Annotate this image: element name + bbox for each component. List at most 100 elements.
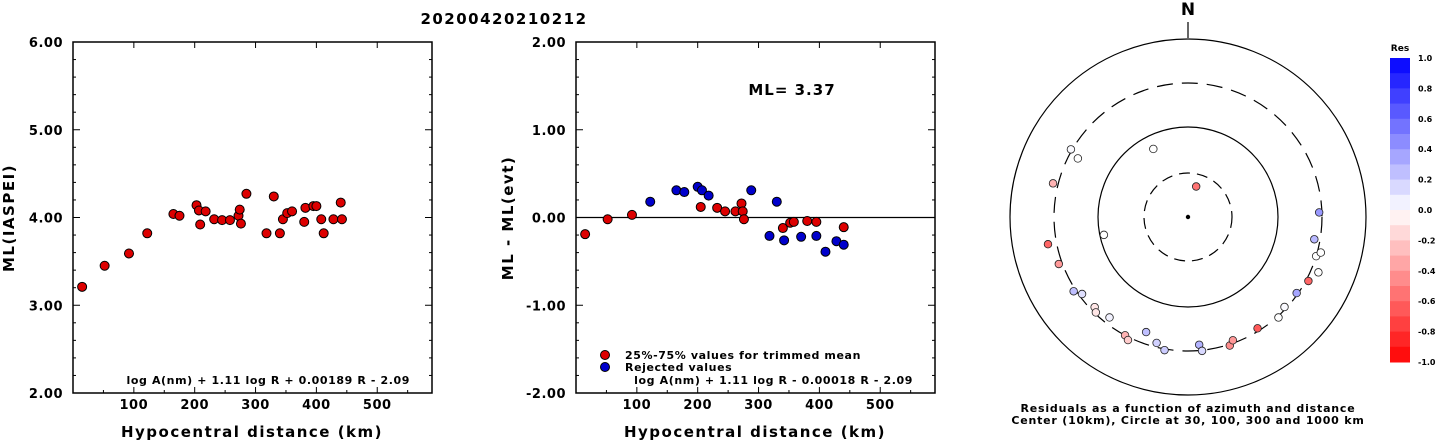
x-tick-label: 500 [363, 398, 392, 413]
colorbar-segment [1390, 286, 1410, 302]
station-marker [1091, 308, 1101, 317]
data-point [695, 201, 706, 212]
data-point [746, 185, 757, 196]
x-tick-label: 100 [120, 398, 149, 413]
colorbar-segment [1390, 346, 1410, 363]
station-marker [1310, 235, 1319, 244]
map-caption-line2: Center (10km), Circle at 30, 100, 300 an… [1011, 414, 1364, 427]
colorbar-segment [1390, 179, 1410, 196]
legend-label-trimmed: 25%-75% values for trimmed mean [625, 349, 861, 362]
colorbar-tick-label: -0.4 [1418, 267, 1436, 276]
data-point [328, 214, 339, 225]
colorbar-segment [1390, 194, 1410, 211]
station-marker [1274, 313, 1283, 322]
colorbar-segment [1390, 164, 1410, 181]
data-point [142, 228, 153, 239]
y-tick-label: 2.00 [532, 36, 566, 51]
colorbar-tick-label: -0.6 [1418, 297, 1436, 306]
x-tick-label: 400 [805, 398, 834, 413]
residual-colorbar: Res 1.0 0.8 0.6 0.4 0.2 0.0 -0.2 -0.4 -0.6 -0.8 -1… [1390, 44, 1436, 367]
ml-vs-distance-plot: log A(nm) + 1.11 log R + 0.00189 R - 2.0… [0, 36, 433, 441]
plot2-ml-annotation: ML= 3.37 [748, 81, 835, 99]
data-point [771, 196, 782, 207]
data-point [720, 206, 731, 217]
data-point [703, 190, 714, 201]
station-marker [1099, 230, 1109, 240]
plot2-legend: 25%-75% values for trimmed mean Rejected… [600, 349, 861, 374]
colorbar-segment [1390, 331, 1410, 348]
data-point [696, 185, 707, 196]
azimuth-residual-map: N Residuals as a function of azimuth and… [1009, 0, 1367, 427]
colorbar-segment [1390, 210, 1410, 226]
station-marker [1073, 154, 1083, 163]
colorbar-segment [1390, 270, 1410, 287]
data-point [796, 231, 807, 242]
data-point [299, 216, 310, 227]
map-caption-line1: Residuals as a function of azimuth and d… [1020, 402, 1355, 415]
colorbar-segment [1390, 134, 1410, 150]
data-point [764, 230, 775, 241]
station-marker [1316, 248, 1325, 257]
figure-title: 20200420210212 [420, 10, 587, 28]
colorbar-segment [1390, 240, 1410, 257]
data-point [287, 206, 298, 217]
station-marker [1054, 259, 1064, 269]
colorbar-tick-label: -0.2 [1418, 236, 1436, 245]
colorbar-tick-label: 0.0 [1418, 206, 1433, 215]
x-tick-label: 300 [744, 398, 773, 413]
circle-1000km [1009, 38, 1367, 396]
station-marker [1066, 145, 1076, 154]
data-point [626, 209, 637, 220]
colorbar-segment [1390, 88, 1410, 105]
data-point [261, 228, 272, 239]
data-point [318, 228, 329, 239]
colorbar-title: Res [1391, 44, 1409, 54]
y-tick-label: 3.00 [29, 299, 63, 314]
data-point [195, 219, 206, 230]
station-marker [1141, 327, 1151, 337]
station-marker [1228, 336, 1238, 345]
x-tick-label: 100 [623, 398, 652, 413]
legend-label-rejected: Rejected values [625, 361, 732, 374]
station-marker [1314, 208, 1324, 217]
colorbar-tick-label: 0.4 [1418, 145, 1433, 154]
colorbar-tick-label: 0.2 [1418, 176, 1432, 185]
x-tick-label: 200 [683, 398, 712, 413]
data-point [645, 196, 656, 207]
colorbar-segment [1390, 149, 1410, 165]
station-marker [1304, 276, 1313, 286]
data-point [820, 246, 831, 257]
station-marker [1069, 287, 1078, 296]
station-marker [1077, 289, 1087, 299]
colorbar-segment [1390, 58, 1410, 74]
circle-300km [1053, 82, 1323, 352]
data-point [99, 260, 110, 271]
colorbar-segment [1390, 118, 1410, 135]
plot1-frame [72, 41, 433, 394]
data-point [779, 235, 790, 246]
colorbar-tick-label: 0.6 [1418, 115, 1433, 124]
colorbar-segment [1390, 103, 1410, 120]
data-point [580, 229, 591, 240]
station-marker [1191, 182, 1201, 191]
station-marker [1149, 144, 1158, 154]
data-point [311, 201, 322, 212]
x-tick-label: 500 [866, 398, 895, 413]
colorbar-tick-label: 0.8 [1418, 84, 1433, 93]
colorbar-tick-label: -1.0 [1418, 358, 1436, 367]
data-point [123, 248, 134, 259]
plot2-y-axis-label: ML - ML(evt) [499, 156, 517, 280]
data-point [802, 216, 813, 227]
plot1-formula: log A(nm) + 1.11 log R + 0.00189 R - 2.0… [127, 374, 410, 387]
data-point [274, 228, 285, 239]
data-point [241, 188, 252, 199]
plot2-formula: log A(nm) + 1.11 log R - 0.00018 R - 2.0… [634, 374, 913, 387]
plot1-x-axis-label: Hypocentral distance (km) [121, 423, 383, 441]
x-tick-label: 200 [180, 398, 209, 413]
data-point [77, 281, 88, 292]
data-point [811, 216, 822, 227]
north-label: N [1181, 0, 1195, 20]
station-marker [1048, 179, 1058, 188]
data-point [335, 197, 346, 208]
